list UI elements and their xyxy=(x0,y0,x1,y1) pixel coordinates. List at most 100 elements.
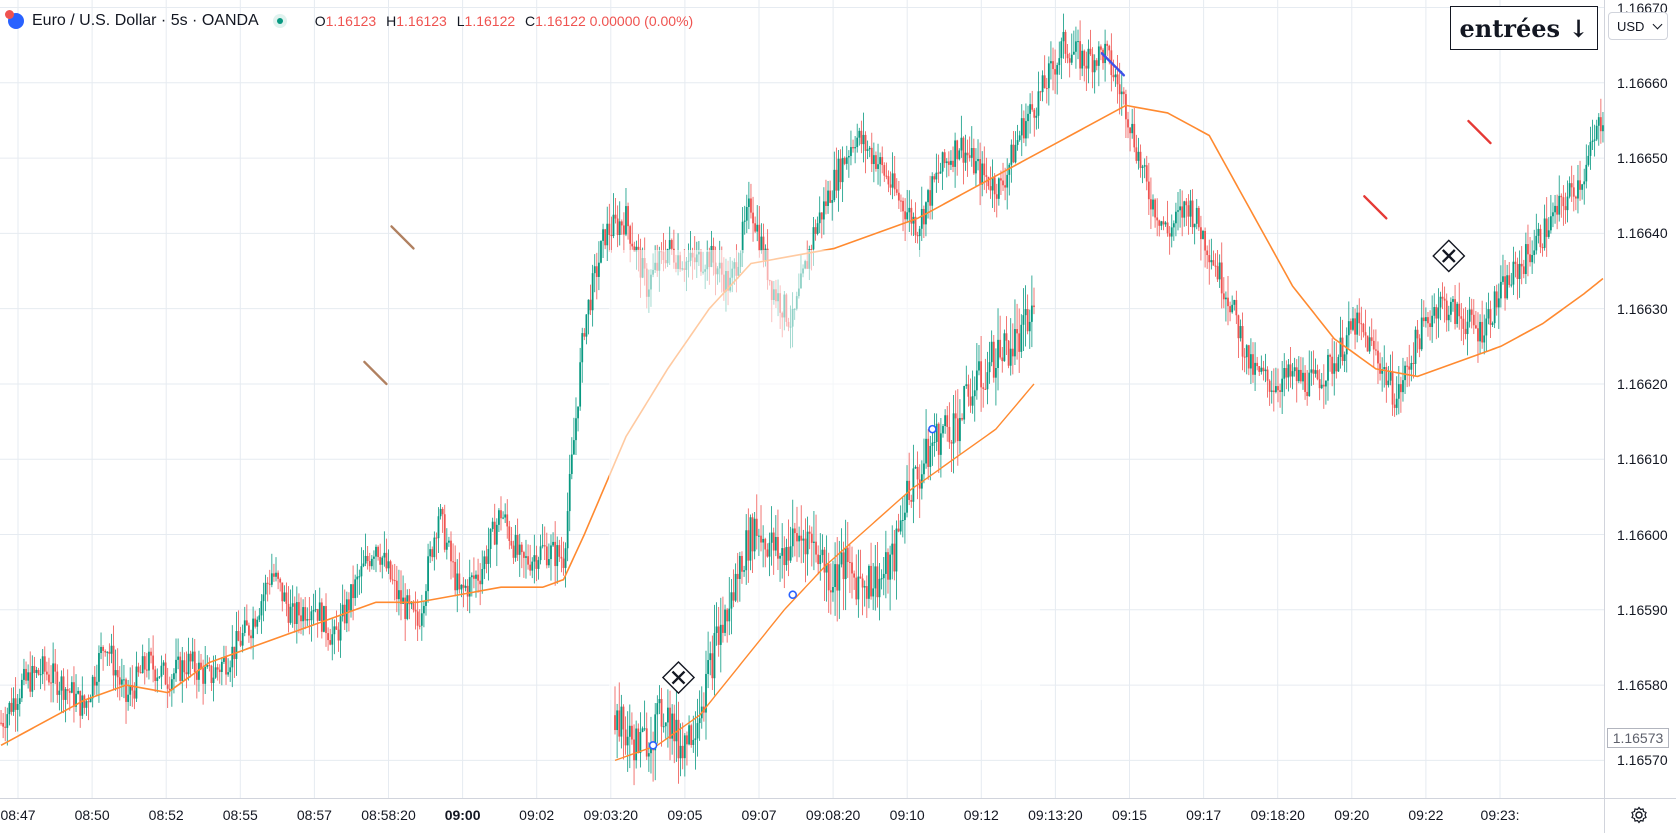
candle-body xyxy=(997,178,1000,199)
inset-candle-body xyxy=(923,463,925,475)
candle-body xyxy=(1597,117,1600,126)
candle-body xyxy=(1306,391,1309,397)
inset-candle-body xyxy=(772,532,775,551)
inset-candle-body xyxy=(793,528,796,534)
inset-candle-body xyxy=(889,554,892,580)
candle-body xyxy=(1333,363,1336,374)
time-axis[interactable]: 08:47 08:50 08:52 08:55 08:57 08:58:20 09:00 09… xyxy=(0,798,1604,833)
currency-dropdown[interactable]: USD xyxy=(1608,12,1668,40)
candle-body xyxy=(1160,221,1163,226)
candle-body xyxy=(141,656,144,673)
chart-canvas[interactable] xyxy=(0,0,1604,798)
candle-body xyxy=(1120,91,1123,95)
candle-body xyxy=(1093,60,1096,73)
inset-candle-body xyxy=(698,718,701,724)
candle-body xyxy=(597,262,600,277)
signal-circle-marker xyxy=(648,741,658,750)
candle-body xyxy=(1108,45,1111,51)
chart-pane[interactable] xyxy=(0,0,1604,798)
inset-candle-body xyxy=(980,361,982,388)
candle-body xyxy=(39,674,42,676)
inset-candle-body xyxy=(696,723,699,739)
candle-body xyxy=(379,557,382,565)
candle-body xyxy=(175,659,177,674)
candle-body xyxy=(120,679,123,685)
candle-body xyxy=(1477,328,1479,342)
candle-body xyxy=(212,677,215,684)
candle-body xyxy=(560,556,563,559)
candle-body xyxy=(570,454,573,474)
inset-candle-body xyxy=(770,532,773,543)
candle-body xyxy=(235,631,238,659)
candle-body xyxy=(245,620,248,626)
gear-icon[interactable] xyxy=(1630,806,1648,824)
candle-body xyxy=(185,672,188,675)
candle-body xyxy=(1131,123,1134,134)
candle-body xyxy=(1443,298,1446,301)
time-tick-label: 09:07 xyxy=(741,807,777,823)
candle-body xyxy=(377,546,379,558)
candle-body xyxy=(1177,210,1179,212)
signal-circle-marker xyxy=(788,590,798,600)
candle-body xyxy=(562,558,565,568)
candle-body xyxy=(1379,363,1381,374)
inset-candle-body xyxy=(641,728,644,733)
candle-body xyxy=(906,212,909,220)
candle-body xyxy=(1364,332,1367,336)
candle-body xyxy=(16,704,19,710)
inset-candle-body xyxy=(882,573,885,579)
candle-body xyxy=(418,625,421,627)
candle-body xyxy=(348,599,350,611)
candle-body xyxy=(1079,41,1081,69)
candle-body xyxy=(1129,127,1131,134)
inset-candle-body xyxy=(990,341,993,363)
candle-body xyxy=(1204,230,1206,251)
candle-body xyxy=(170,679,173,691)
candle-body xyxy=(1304,372,1306,392)
candle-body xyxy=(1106,43,1109,46)
candle-body xyxy=(143,656,146,670)
inset-candle-body xyxy=(614,715,616,731)
inset-candle-body xyxy=(631,725,633,740)
inset-candle-body xyxy=(933,441,936,443)
symbol-title[interactable]: Euro / U.S. Dollar · 5s · OANDA xyxy=(32,12,259,29)
candle-body xyxy=(252,618,254,639)
candle-body xyxy=(516,534,519,555)
candle-body xyxy=(1445,300,1448,321)
candle-body xyxy=(162,662,165,666)
candle-body xyxy=(1556,205,1559,215)
entrees-annotation: entrées ↓ xyxy=(1450,6,1598,50)
candle-body xyxy=(541,545,544,547)
candle-body xyxy=(1508,275,1511,285)
candle-body xyxy=(1014,144,1017,163)
candle-body xyxy=(304,607,307,621)
candle-body xyxy=(860,130,863,145)
candle-body xyxy=(206,665,209,667)
candle-body xyxy=(385,552,388,569)
inset-candle-body xyxy=(798,535,801,542)
candle-body xyxy=(1050,61,1052,64)
candle-body xyxy=(308,619,311,621)
candle-body xyxy=(1431,315,1434,328)
signal-slash-mark xyxy=(363,360,388,386)
candle-body xyxy=(60,676,63,691)
candle-body xyxy=(429,549,432,557)
inset-candle-body xyxy=(842,552,845,580)
price-axis[interactable]: 1.16570 1.16580 1.16590 1.16600 1.16610 1.166… xyxy=(1604,0,1676,798)
time-tick-label: 08:55 xyxy=(222,807,258,823)
candle-body xyxy=(850,147,852,156)
candle-body xyxy=(470,575,473,578)
candle-body xyxy=(298,602,300,616)
inset-candle-body xyxy=(815,541,817,555)
candle-body xyxy=(1472,314,1475,326)
candle-body xyxy=(112,645,115,676)
candle-body xyxy=(979,159,982,185)
candle-body xyxy=(341,604,344,617)
inset-candle-body xyxy=(647,753,650,757)
candle-body xyxy=(893,173,896,190)
candle-body xyxy=(1447,314,1450,321)
candle-body xyxy=(366,555,369,562)
inset-candle-body xyxy=(643,728,646,730)
candle-body xyxy=(1350,321,1352,330)
inset-candle-body xyxy=(1020,324,1023,352)
